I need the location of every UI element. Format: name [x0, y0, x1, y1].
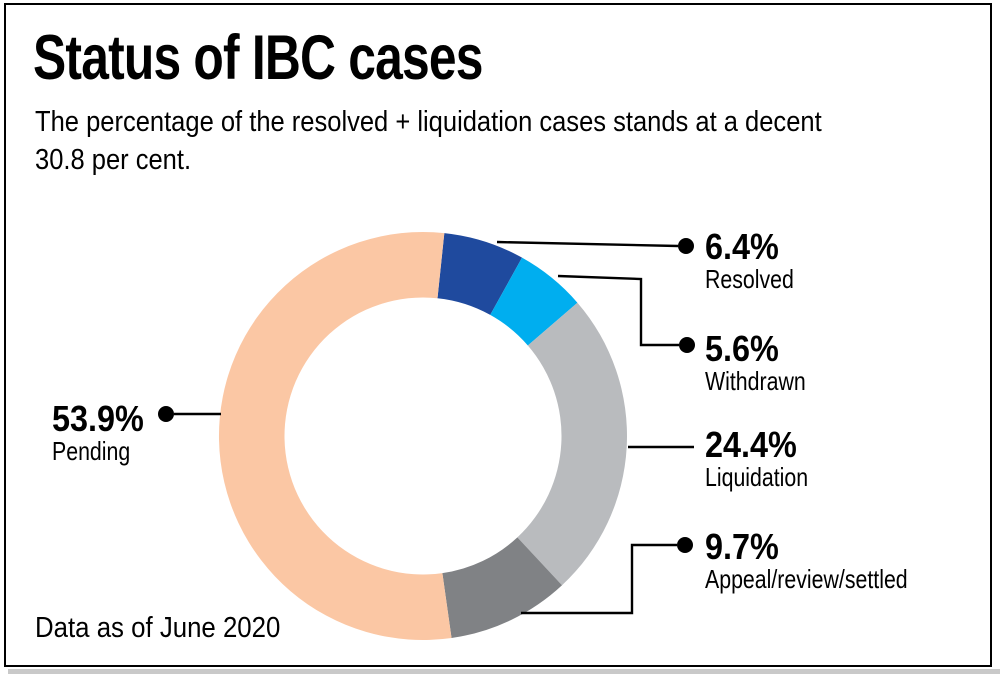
leader-bullets	[158, 238, 695, 553]
donut-segment-pending	[218, 231, 452, 640]
category-appeal: Appeal/review/settled	[705, 564, 908, 594]
page-title-text: Status of IBC cases	[33, 23, 483, 93]
value-liquidation: 24.4%	[705, 424, 797, 465]
value-resolved: 6.4%	[705, 226, 779, 267]
subtitle-line-1: The percentage of the resolved + liquida…	[35, 106, 822, 138]
bullet-withdrawn	[679, 337, 695, 353]
donut-segments	[218, 231, 627, 640]
category-pending: Pending	[52, 436, 131, 466]
callout-liquidation: 24.4% Liquidation	[705, 424, 831, 493]
frame-bottom-shadow	[8, 669, 1000, 674]
bullet-resolved	[678, 238, 694, 254]
value-appeal: 9.7%	[705, 526, 779, 567]
bullet-appeal	[677, 537, 693, 553]
leader-line-resolved	[496, 240, 679, 248]
subtitle-line-2: 30.8 per cent.	[35, 144, 192, 176]
data-source-note: Data as of June 2020	[35, 612, 311, 644]
page-title: Status of IBC cases	[33, 26, 602, 90]
callout-appeal: 9.7% Appeal/review/settled	[705, 526, 952, 595]
category-withdrawn: Withdrawn	[705, 366, 806, 396]
data-source-note-text: Data as of June 2020	[35, 612, 281, 644]
callout-pending: 53.9% Pending	[52, 398, 154, 467]
leader-line-withdrawn	[557, 274, 679, 347]
donut-segment-withdrawn	[490, 257, 578, 346]
leader-lines	[174, 240, 694, 615]
leader-line-appeal	[521, 543, 677, 615]
value-withdrawn: 5.6%	[705, 328, 779, 369]
value-pending: 53.9%	[52, 398, 144, 439]
donut-segment-liquidation	[517, 302, 627, 586]
subtitle: The percentage of the resolved + liquida…	[35, 103, 929, 179]
callout-resolved: 6.4% Resolved	[705, 226, 813, 295]
bullet-pending	[158, 406, 174, 422]
donut-segment-appeal-review-settled	[442, 537, 563, 638]
category-resolved: Resolved	[705, 264, 794, 294]
donut-segment-resolved	[437, 233, 523, 315]
callout-withdrawn: 5.6% Withdrawn	[705, 328, 828, 397]
category-liquidation: Liquidation	[705, 462, 809, 492]
